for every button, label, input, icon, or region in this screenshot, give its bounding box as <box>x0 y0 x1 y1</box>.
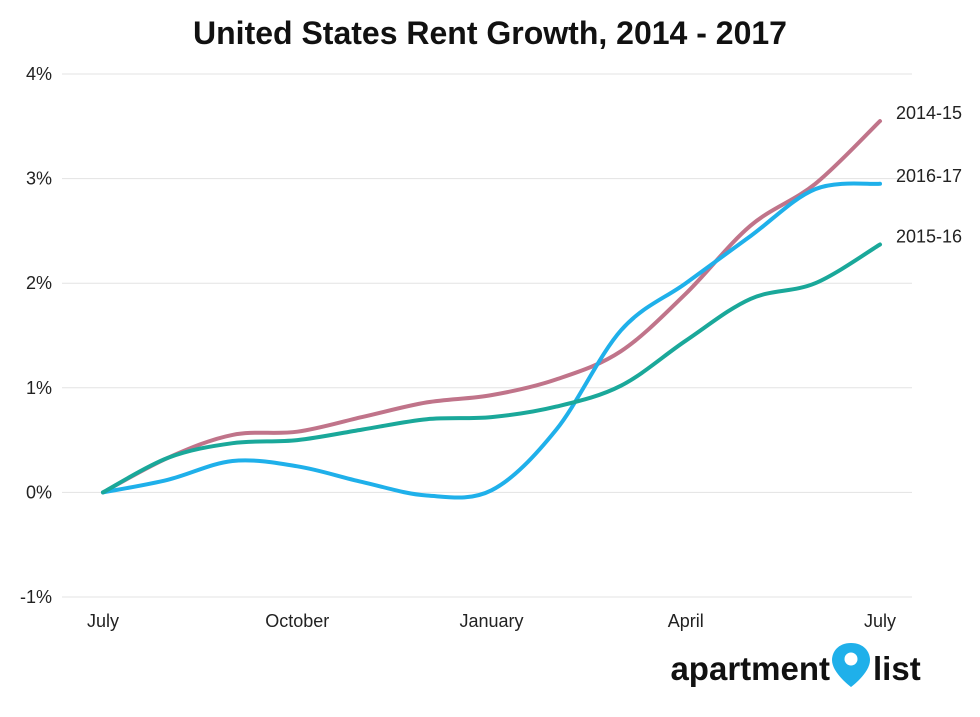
x-axis-ticks: July October January April July <box>87 611 896 631</box>
x-tick-label: July <box>87 611 119 631</box>
logo-text-right: list <box>873 650 921 687</box>
location-pin-icon <box>832 643 870 687</box>
series-label-2015-16: 2015-16 <box>896 226 962 246</box>
x-tick-label: April <box>668 611 704 631</box>
x-tick-label: July <box>864 611 896 631</box>
series-line-2015-16 <box>101 242 882 495</box>
y-tick-label: 2% <box>26 273 52 293</box>
series-line-2014-15 <box>101 119 882 495</box>
y-axis-ticks: 4% 3% 2% 1% 0% -1% <box>20 64 52 607</box>
y-tick-label: -1% <box>20 587 52 607</box>
chart-title: United States Rent Growth, 2014 - 2017 <box>193 15 787 51</box>
y-tick-label: 0% <box>26 482 52 502</box>
x-tick-label: October <box>265 611 329 631</box>
apartment-list-logo: apartment list <box>670 643 921 687</box>
logo-text-left: apartment <box>670 650 830 687</box>
y-tick-label: 1% <box>26 378 52 398</box>
x-tick-label: January <box>459 611 523 631</box>
series-lines <box>101 119 882 500</box>
series-label-2016-17: 2016-17 <box>896 166 962 186</box>
series-label-2014-15: 2014-15 <box>896 103 962 123</box>
y-tick-label: 3% <box>26 169 52 189</box>
gridlines <box>62 73 912 598</box>
y-tick-label: 4% <box>26 64 52 84</box>
series-labels: 2014-15 2016-17 2015-16 <box>896 103 962 246</box>
series-line-2016-17 <box>101 181 882 500</box>
